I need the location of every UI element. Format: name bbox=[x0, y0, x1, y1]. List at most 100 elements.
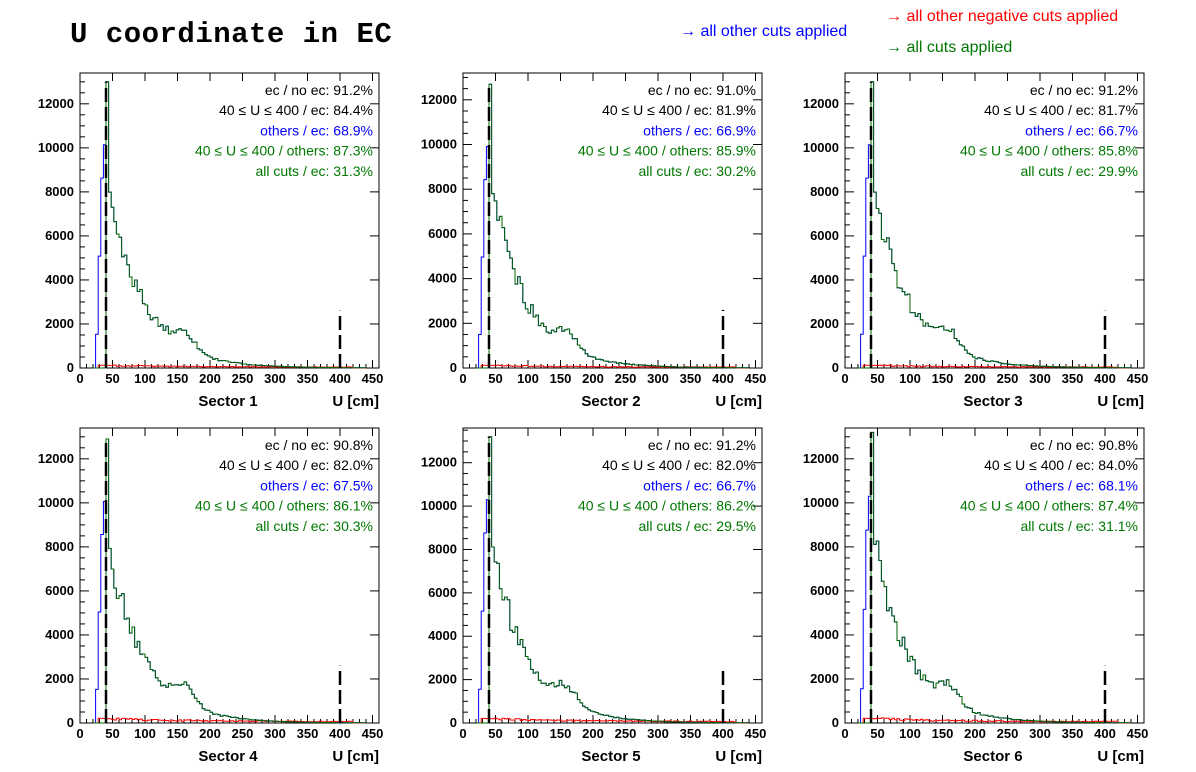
x-tick-label: 200 bbox=[582, 371, 604, 386]
stat-line: 40 ≤ U ≤ 400 / others: 85.9% bbox=[578, 143, 756, 159]
x-tick-label: 150 bbox=[550, 726, 572, 741]
x-tick-label: 100 bbox=[517, 726, 539, 741]
x-tick-label: 0 bbox=[841, 371, 848, 386]
stat-line: ec / no ec: 90.8% bbox=[1030, 437, 1138, 453]
stat-line: 40 ≤ U ≤ 400 / ec: 84.0% bbox=[984, 457, 1138, 473]
sector-label: Sector 2 bbox=[581, 393, 640, 410]
x-tick-label: 300 bbox=[264, 726, 286, 741]
x-tick-label: 400 bbox=[1094, 371, 1116, 386]
x-tick-label: 50 bbox=[488, 726, 502, 741]
x-tick-label: 150 bbox=[932, 371, 954, 386]
stat-line: 40 ≤ U ≤ 400 / others: 85.8% bbox=[960, 143, 1138, 159]
y-tick-label: 12000 bbox=[421, 455, 457, 470]
y-tick-label: 2000 bbox=[45, 316, 74, 331]
stat-line: others / ec: 68.9% bbox=[260, 122, 373, 138]
x-tick-label: 200 bbox=[964, 726, 986, 741]
x-axis-label: U [cm] bbox=[715, 748, 762, 765]
stat-line: 40 ≤ U ≤ 400 / ec: 82.0% bbox=[219, 457, 373, 473]
x-tick-label: 50 bbox=[870, 371, 884, 386]
stat-line: others / ec: 67.5% bbox=[260, 477, 373, 493]
y-tick-label: 6000 bbox=[810, 228, 839, 243]
x-tick-label: 150 bbox=[932, 726, 954, 741]
y-tick-label: 2000 bbox=[810, 671, 839, 686]
stat-line: 40 ≤ U ≤ 400 / ec: 81.7% bbox=[984, 102, 1138, 118]
y-tick-label: 12000 bbox=[803, 451, 839, 466]
y-tick-label: 12000 bbox=[803, 96, 839, 111]
y-tick-label: 2000 bbox=[45, 671, 74, 686]
stat-line: all cuts / ec: 31.1% bbox=[1020, 518, 1138, 534]
y-tick-label: 0 bbox=[832, 715, 839, 730]
x-tick-label: 100 bbox=[134, 371, 156, 386]
y-tick-label: 8000 bbox=[428, 541, 457, 556]
x-tick-label: 300 bbox=[264, 371, 286, 386]
x-tick-label: 250 bbox=[615, 371, 637, 386]
y-tick-label: 8000 bbox=[810, 184, 839, 199]
series-all-cuts bbox=[93, 438, 366, 724]
y-tick-label: 12000 bbox=[421, 92, 457, 107]
x-tick-label: 400 bbox=[712, 726, 734, 741]
series-negative-cuts bbox=[476, 717, 749, 724]
sector-label: Sector 5 bbox=[581, 748, 640, 765]
x-tick-label: 450 bbox=[362, 726, 384, 741]
x-tick-label: 300 bbox=[1029, 726, 1051, 741]
x-tick-label: 150 bbox=[550, 371, 572, 386]
y-tick-label: 2000 bbox=[810, 316, 839, 331]
stat-line: 40 ≤ U ≤ 400 / ec: 82.0% bbox=[602, 457, 756, 473]
y-tick-label: 8000 bbox=[45, 184, 74, 199]
stat-line: 40 ≤ U ≤ 400 / others: 86.1% bbox=[195, 498, 373, 514]
stat-line: 40 ≤ U ≤ 400 / others: 87.4% bbox=[960, 498, 1138, 514]
x-tick-label: 0 bbox=[76, 371, 83, 386]
stat-line: others / ec: 68.1% bbox=[1025, 477, 1138, 493]
x-tick-label: 450 bbox=[1127, 726, 1149, 741]
y-tick-label: 10000 bbox=[803, 140, 839, 155]
stat-line: ec / no ec: 91.0% bbox=[648, 82, 756, 98]
x-tick-label: 200 bbox=[582, 726, 604, 741]
y-tick-label: 10000 bbox=[803, 495, 839, 510]
stat-line: ec / no ec: 91.2% bbox=[1030, 82, 1138, 98]
stat-line: all cuts / ec: 30.2% bbox=[638, 163, 756, 179]
x-tick-label: 450 bbox=[362, 371, 384, 386]
stat-line: 40 ≤ U ≤ 400 / others: 86.2% bbox=[578, 498, 756, 514]
series-all-cuts bbox=[858, 431, 1131, 724]
y-tick-label: 10000 bbox=[421, 137, 457, 152]
x-tick-label: 400 bbox=[712, 371, 734, 386]
x-tick-label: 350 bbox=[297, 726, 319, 741]
stat-line: others / ec: 66.7% bbox=[1025, 122, 1138, 138]
y-tick-label: 8000 bbox=[428, 181, 457, 196]
x-axis-label: U [cm] bbox=[1097, 393, 1144, 410]
y-tick-label: 4000 bbox=[428, 628, 457, 643]
y-tick-label: 0 bbox=[450, 715, 457, 730]
y-tick-label: 0 bbox=[450, 360, 457, 375]
x-tick-label: 50 bbox=[488, 371, 502, 386]
figure-title: U coordinate in EC bbox=[70, 18, 393, 51]
x-tick-label: 0 bbox=[841, 726, 848, 741]
x-tick-label: 100 bbox=[517, 371, 539, 386]
y-tick-label: 4000 bbox=[428, 271, 457, 286]
x-tick-label: 350 bbox=[1062, 726, 1084, 741]
x-tick-label: 50 bbox=[105, 726, 119, 741]
stat-line: all cuts / ec: 30.3% bbox=[255, 518, 373, 534]
y-tick-label: 12000 bbox=[38, 451, 74, 466]
x-tick-label: 0 bbox=[459, 371, 466, 386]
y-tick-label: 8000 bbox=[810, 539, 839, 554]
x-tick-label: 200 bbox=[199, 371, 221, 386]
histogram-panel-2: 0 50 100 150 200 250 300 350 400 450 0 2000 4000 6000… bbox=[421, 72, 766, 410]
y-tick-label: 0 bbox=[67, 715, 74, 730]
legend-all-cuts: → all cuts applied bbox=[886, 39, 1013, 56]
y-tick-label: 6000 bbox=[45, 228, 74, 243]
y-tick-label: 12000 bbox=[38, 96, 74, 111]
x-tick-label: 350 bbox=[680, 726, 702, 741]
x-tick-label: 100 bbox=[899, 726, 921, 741]
histogram-panel-1: 0 50 100 150 200 250 300 350 400 450 0 2000 4000 6000… bbox=[38, 72, 384, 410]
histogram-panel-5: 0 50 100 150 200 250 300 350 400 450 0 2000 4000 6000… bbox=[421, 427, 766, 765]
x-tick-label: 350 bbox=[1062, 371, 1084, 386]
sector-label: Sector 6 bbox=[963, 748, 1022, 765]
stat-line: 40 ≤ U ≤ 400 / ec: 84.4% bbox=[219, 102, 373, 118]
x-tick-label: 300 bbox=[1029, 371, 1051, 386]
stat-line: ec / no ec: 90.8% bbox=[265, 437, 373, 453]
x-axis-label: U [cm] bbox=[1097, 748, 1144, 765]
x-tick-label: 0 bbox=[459, 726, 466, 741]
histogram-panel-6: 0 50 100 150 200 250 300 350 400 450 0 2000 4000 6000… bbox=[803, 427, 1149, 765]
stat-line: 40 ≤ U ≤ 400 / others: 87.3% bbox=[195, 143, 373, 159]
y-tick-label: 0 bbox=[67, 360, 74, 375]
